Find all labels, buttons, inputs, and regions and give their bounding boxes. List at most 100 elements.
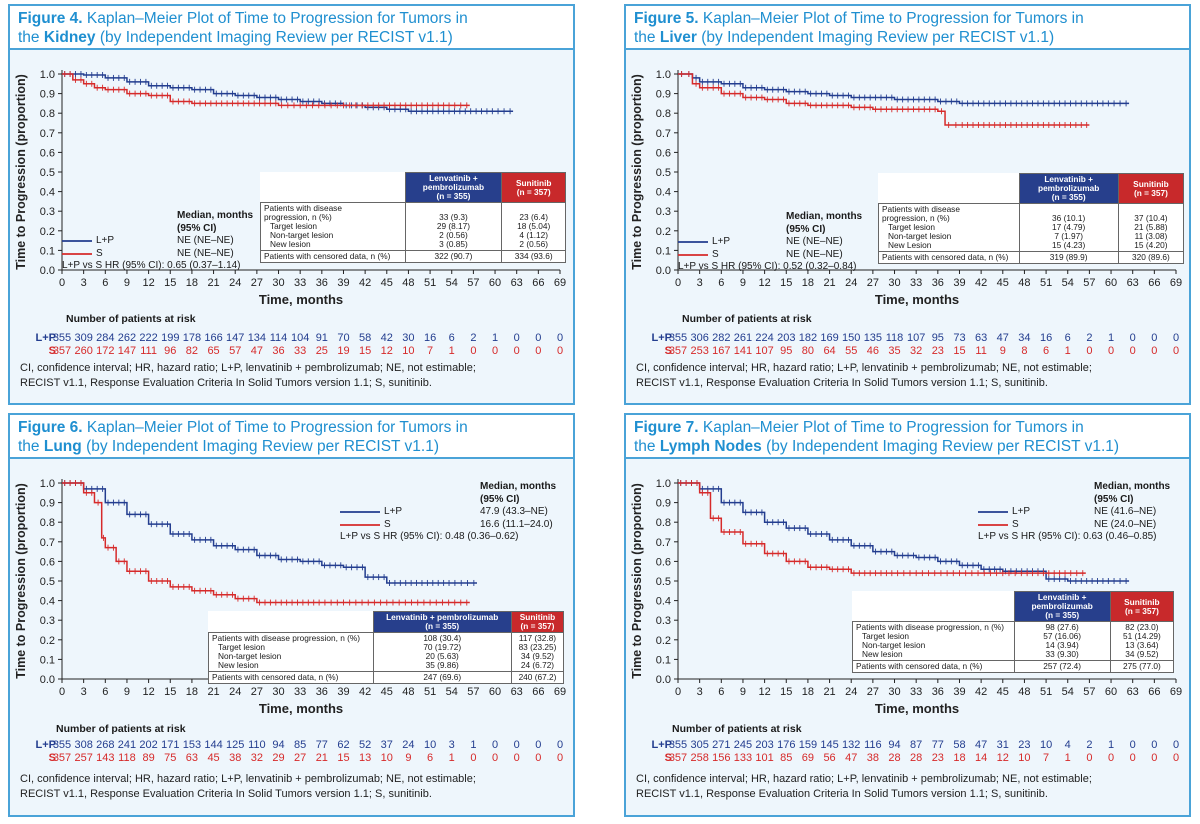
x-tick-label: 69 bbox=[1170, 277, 1182, 289]
risk-count-s: 29 bbox=[272, 752, 284, 764]
risk-row-label-lp: L+P bbox=[36, 739, 56, 751]
risk-count-lp: 202 bbox=[139, 739, 157, 751]
risk-count-s: 172 bbox=[96, 345, 114, 357]
risk-count-s: 0 bbox=[557, 345, 563, 357]
risk-count-s: 10 bbox=[1018, 752, 1030, 764]
x-tick-label: 24 bbox=[845, 277, 857, 289]
risk-count-s: 14 bbox=[975, 752, 987, 764]
y-tick-label: 1.0 bbox=[656, 69, 671, 81]
y-tick-label: 0.8 bbox=[656, 517, 671, 529]
risk-count-s: 15 bbox=[953, 345, 965, 357]
risk-count-lp: 135 bbox=[864, 332, 882, 344]
risk-count-lp: 169 bbox=[820, 332, 838, 344]
risk-count-s: 28 bbox=[910, 752, 922, 764]
y-tick-label: 0.2 bbox=[656, 226, 671, 238]
risk-count-s: 63 bbox=[186, 752, 198, 764]
y-tick-label: 0.4 bbox=[656, 187, 671, 199]
x-axis-label: Time, months bbox=[875, 292, 959, 307]
risk-count-lp: 47 bbox=[997, 332, 1009, 344]
y-axis-label: Time to Progression (proportion) bbox=[630, 483, 644, 679]
x-tick-label: 66 bbox=[1148, 277, 1160, 289]
risk-count-lp: 1 bbox=[1108, 739, 1114, 751]
risk-count-s: 25 bbox=[316, 345, 328, 357]
risk-count-lp: 87 bbox=[910, 739, 922, 751]
title-text: Kaplan–Meier Plot of Time to Progression… bbox=[86, 10, 468, 27]
x-tick-label: 9 bbox=[124, 277, 130, 289]
risk-count-s: 7 bbox=[1043, 752, 1049, 764]
risk-count-lp: 262 bbox=[118, 332, 136, 344]
y-tick-label: 0.7 bbox=[40, 128, 55, 140]
x-tick-label: 6 bbox=[102, 686, 108, 698]
risk-count-lp: 355 bbox=[669, 739, 687, 751]
x-tick-label: 12 bbox=[142, 277, 154, 289]
risk-count-s: 69 bbox=[802, 752, 814, 764]
x-tick-label: 69 bbox=[1170, 686, 1182, 698]
y-tick-label: 0.5 bbox=[40, 167, 55, 179]
risk-count-lp: 94 bbox=[272, 739, 284, 751]
title-text: Kaplan–Meier Plot of Time to Progression… bbox=[702, 419, 1084, 436]
s-values: 82 (23.0) 51 (14.29) 13 (3.64) 34 (9.52) bbox=[1109, 621, 1175, 661]
x-tick-label: 24 bbox=[229, 277, 241, 289]
risk-count-s: 0 bbox=[1173, 752, 1179, 764]
x-tick-label: 42 bbox=[975, 686, 987, 698]
series-line-lp bbox=[678, 482, 1130, 582]
x-tick-label: 60 bbox=[1105, 277, 1117, 289]
x-tick-label: 48 bbox=[1018, 686, 1030, 698]
risk-count-s: 0 bbox=[514, 752, 520, 764]
x-tick-label: 66 bbox=[1148, 686, 1160, 698]
x-tick-label: 0 bbox=[59, 277, 65, 289]
risk-count-lp: 94 bbox=[888, 739, 900, 751]
series-line-lp bbox=[62, 482, 477, 584]
risk-count-s: 133 bbox=[734, 752, 752, 764]
x-tick-label: 18 bbox=[802, 277, 814, 289]
median-summary: Median, months (95% CI) L+P NE (NE–NE) S… bbox=[62, 210, 267, 274]
figure-4-panel: Figure 4. Kaplan–Meier Plot of Time to P… bbox=[8, 4, 575, 405]
y-tick-label: 0.7 bbox=[656, 537, 671, 549]
lp-values: 108 (30.4) 70 (19.72) 20 (5.63) 35 (9.86) bbox=[372, 632, 512, 672]
risk-count-s: 47 bbox=[845, 752, 857, 764]
y-tick-label: 1.0 bbox=[40, 69, 55, 81]
risk-count-lp: 104 bbox=[291, 332, 309, 344]
risk-count-lp: 0 bbox=[535, 332, 541, 344]
row-labels: Patients with disease progression, n (%) T… bbox=[878, 203, 1020, 252]
s-values: 23 (6.4) 18 (5.04) 4 (1.12) 2 (0.56) bbox=[501, 202, 566, 251]
risk-count-s: 357 bbox=[53, 345, 71, 357]
progression-table: Lenvatinib + pembrolizumab (n = 355) Suni… bbox=[208, 611, 565, 684]
risk-count-lp: 224 bbox=[755, 332, 773, 344]
risk-count-lp: 150 bbox=[842, 332, 860, 344]
risk-count-lp: 132 bbox=[842, 739, 860, 751]
risk-count-lp: 85 bbox=[294, 739, 306, 751]
lp-values: 98 (27.6) 57 (16.06) 14 (3.94) 33 (9.30) bbox=[1013, 621, 1111, 661]
x-tick-label: 54 bbox=[1062, 686, 1074, 698]
x-tick-label: 45 bbox=[997, 277, 1009, 289]
legend-label-s: S bbox=[712, 248, 719, 260]
x-tick-label: 33 bbox=[910, 686, 922, 698]
risk-count-s: 15 bbox=[359, 345, 371, 357]
row-labels: Patients with disease progression, n (%)… bbox=[852, 621, 1015, 661]
y-tick-label: 0.3 bbox=[656, 206, 671, 218]
x-tick-label: 33 bbox=[294, 686, 306, 698]
y-axis-label: Time to Progression (proportion) bbox=[14, 483, 28, 679]
risk-count-lp: 171 bbox=[161, 739, 179, 751]
km-plot: 0.00.10.20.30.40.50.60.70.80.91.00 3 6 9 12 1… bbox=[630, 478, 1182, 764]
risk-count-lp: 203 bbox=[755, 739, 773, 751]
risk-count-s: 147 bbox=[118, 345, 136, 357]
y-tick-label: 0.5 bbox=[656, 576, 671, 588]
y-tick-label: 0.4 bbox=[40, 596, 55, 608]
median-ci-header: (95% CI) bbox=[786, 223, 826, 235]
risk-count-lp: 0 bbox=[514, 332, 520, 344]
x-tick-label: 3 bbox=[81, 277, 87, 289]
x-tick-label: 27 bbox=[251, 277, 263, 289]
median-ci-header: (95% CI) bbox=[480, 493, 520, 505]
risk-count-lp: 10 bbox=[1040, 739, 1052, 751]
y-tick-label: 1.0 bbox=[656, 478, 671, 490]
risk-count-lp: 77 bbox=[316, 739, 328, 751]
risk-count-lp: 0 bbox=[1173, 332, 1179, 344]
x-tick-label: 21 bbox=[207, 277, 219, 289]
title-text: Kaplan–Meier Plot of Time to Progression… bbox=[86, 419, 468, 436]
risk-count-s: 0 bbox=[1173, 345, 1179, 357]
y-tick-label: 0.1 bbox=[656, 245, 671, 257]
figure-label: Figure 6. bbox=[18, 419, 83, 436]
y-tick-label: 0.0 bbox=[656, 265, 671, 277]
risk-count-s: 8 bbox=[1021, 345, 1027, 357]
